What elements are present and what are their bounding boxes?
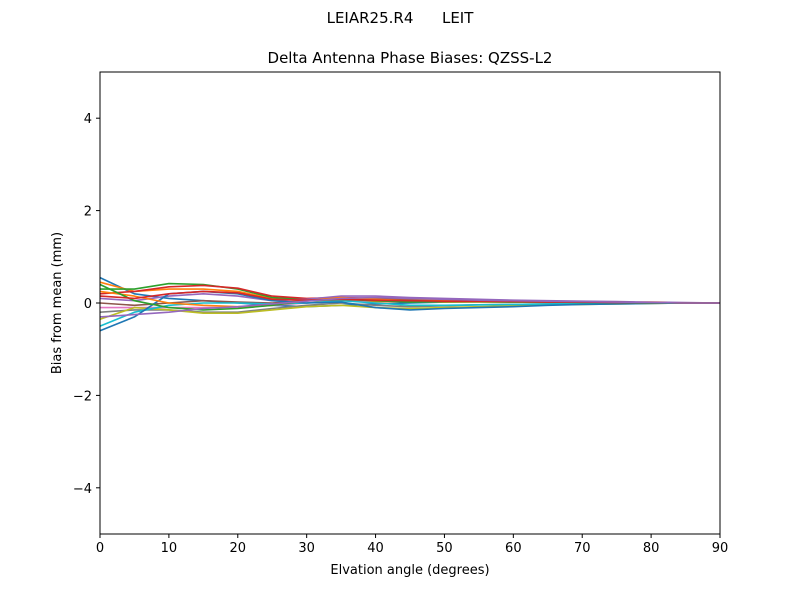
x-tick-label: 50 (436, 541, 453, 556)
y-axis-label: Bias from mean (mm) (50, 232, 65, 374)
y-tick-label: 2 (84, 205, 92, 220)
x-tick-label: 0 (96, 541, 104, 556)
series-layer (99, 276, 721, 332)
series-line (99, 296, 720, 318)
y-tick-label: 0 (84, 297, 92, 312)
x-tick-label: 20 (230, 541, 247, 556)
chart-title: Delta Antenna Phase Biases: QZSS-L2 (267, 49, 553, 67)
x-tick-label: 70 (574, 541, 591, 556)
y-tick-label: −2 (73, 389, 92, 404)
x-tick-label: 90 (712, 541, 729, 556)
x-axis-label: Elvation angle (degrees) (330, 563, 489, 578)
x-tick-label: 60 (505, 541, 522, 556)
x-tick-label: 30 (298, 541, 315, 556)
figure-suptitle: LEIAR25.R4 LEIT (326, 9, 474, 27)
x-tick-label: 10 (161, 541, 178, 556)
y-tick-label: −4 (73, 482, 92, 497)
x-tick-label: 40 (367, 541, 384, 556)
y-tick-label: 4 (84, 112, 92, 127)
x-axis: 0 10 20 30 40 50 60 70 80 90 (96, 534, 728, 556)
x-tick-label: 80 (643, 541, 660, 556)
y-axis: −4 −2 0 2 4 (73, 112, 100, 497)
